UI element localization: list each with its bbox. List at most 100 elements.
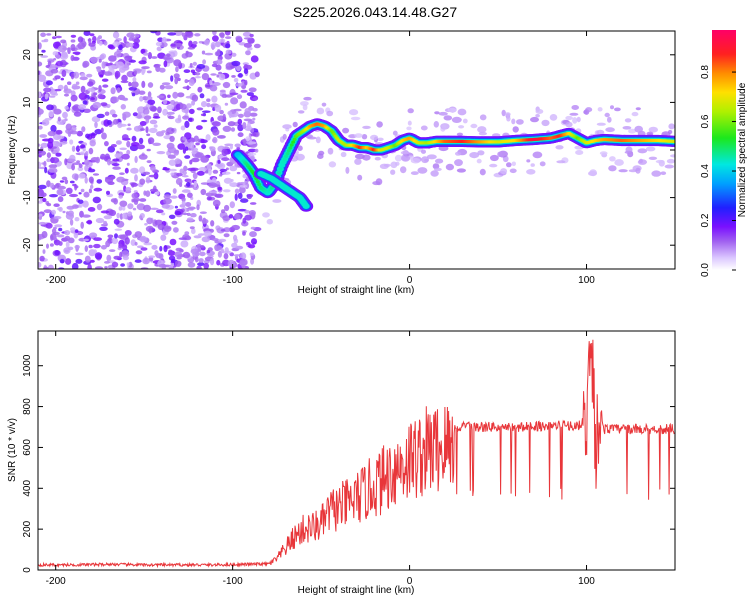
haze-speckle (509, 168, 517, 174)
haze-speckle (599, 151, 608, 156)
noise-speckle (95, 156, 100, 164)
noise-speckle (53, 203, 60, 207)
haze-speckle (655, 159, 665, 164)
noise-speckle (74, 217, 80, 222)
haze-speckle (479, 168, 486, 176)
colorbar: 0.0 0.2 0.4 0.6 0.8 Normalized spectral ampl… (700, 30, 748, 277)
noise-speckle (139, 215, 143, 220)
haze-speckle (492, 133, 501, 138)
noise-speckle (201, 218, 209, 224)
noise-speckle (198, 258, 204, 263)
haze-speckle (607, 116, 612, 123)
noise-speckle (173, 59, 182, 67)
noise-speckle (231, 60, 241, 67)
haze-speckle (631, 111, 639, 117)
noise-speckle (146, 148, 151, 152)
noise-speckle (170, 172, 175, 176)
noise-speckle (154, 250, 159, 257)
noise-speckle (217, 250, 222, 258)
noise-speckle (111, 261, 119, 268)
haze-speckle (447, 108, 457, 113)
noise-speckle (88, 147, 94, 155)
haze-speckle (272, 199, 282, 203)
noise-speckle (50, 124, 57, 133)
noise-speckle (55, 60, 64, 67)
noise-speckle (100, 245, 107, 250)
noise-speckle (111, 163, 120, 167)
noise-speckle (212, 169, 219, 174)
noise-speckle (178, 237, 187, 240)
noise-speckle (46, 158, 51, 163)
haze-speckle (350, 116, 361, 121)
noise-speckle (212, 128, 220, 136)
noise-speckle (70, 72, 75, 80)
noise-speckle (187, 167, 196, 171)
noise-speckle (57, 185, 66, 190)
noise-speckle (204, 52, 214, 56)
colorbar-tick-label: 0.2 (700, 213, 711, 227)
noise-speckle (175, 247, 183, 252)
noise-speckle (168, 159, 177, 166)
x-tick-label: 0 (407, 576, 413, 587)
haze-speckle (321, 102, 327, 107)
colorbar-tick-label: 0.6 (700, 114, 711, 128)
noise-speckle (81, 126, 86, 133)
noise-speckle (50, 69, 59, 74)
noise-speckle (157, 52, 166, 59)
noise-speckle (168, 249, 173, 253)
noise-speckle (225, 43, 231, 49)
haze-speckle (575, 150, 584, 155)
noise-speckle (231, 224, 241, 231)
haze-speckle (407, 108, 414, 114)
ridge-point (279, 163, 284, 167)
noise-speckle (38, 200, 43, 204)
signal-lower-branch (253, 168, 314, 212)
noise-speckle (70, 227, 76, 232)
noise-speckle (252, 117, 256, 121)
noise-speckle (109, 249, 116, 253)
noise-speckle (69, 218, 74, 226)
noise-speckle (239, 101, 247, 109)
noise-speckle (135, 250, 143, 255)
noise-speckle (196, 64, 206, 69)
noise-speckle (224, 247, 229, 254)
noise-speckle (114, 233, 118, 239)
noise-speckle (62, 111, 68, 119)
noise-speckle (184, 155, 191, 159)
noise-speckle (240, 198, 249, 203)
haze-speckle (646, 131, 654, 136)
y-tick-label: 800 (22, 398, 33, 415)
haze-speckle (374, 156, 381, 161)
haze-speckle (506, 116, 511, 122)
noise-speckle (208, 182, 218, 189)
noise-speckle (104, 261, 110, 264)
noise-speckle (48, 110, 54, 118)
noise-speckle (79, 151, 85, 156)
noise-speckle (170, 43, 177, 47)
haze-speckle (526, 159, 531, 163)
noise-speckle (61, 69, 67, 77)
noise-speckle (221, 209, 226, 214)
noise-speckle (209, 146, 216, 152)
x-tick-label: -100 (223, 275, 243, 286)
noise-speckle (38, 262, 42, 268)
noise-speckle (114, 153, 122, 159)
noise-speckle (46, 152, 52, 159)
noise-speckle (150, 165, 156, 171)
noise-speckle (90, 97, 95, 101)
noise-speckle (126, 162, 130, 166)
noise-speckle (233, 254, 241, 257)
noise-speckle (138, 90, 146, 95)
noise-speckle (157, 106, 162, 114)
noise-speckle (233, 77, 239, 83)
noise-speckle (70, 44, 76, 52)
noise-speckle (126, 149, 131, 155)
x-tick-label: -100 (223, 576, 243, 587)
noise-speckle (236, 171, 241, 175)
haze-speckle (282, 133, 287, 140)
noise-speckle (239, 258, 248, 266)
noise-speckle (134, 174, 138, 182)
noise-speckle (183, 165, 188, 172)
noise-speckle (147, 137, 155, 145)
